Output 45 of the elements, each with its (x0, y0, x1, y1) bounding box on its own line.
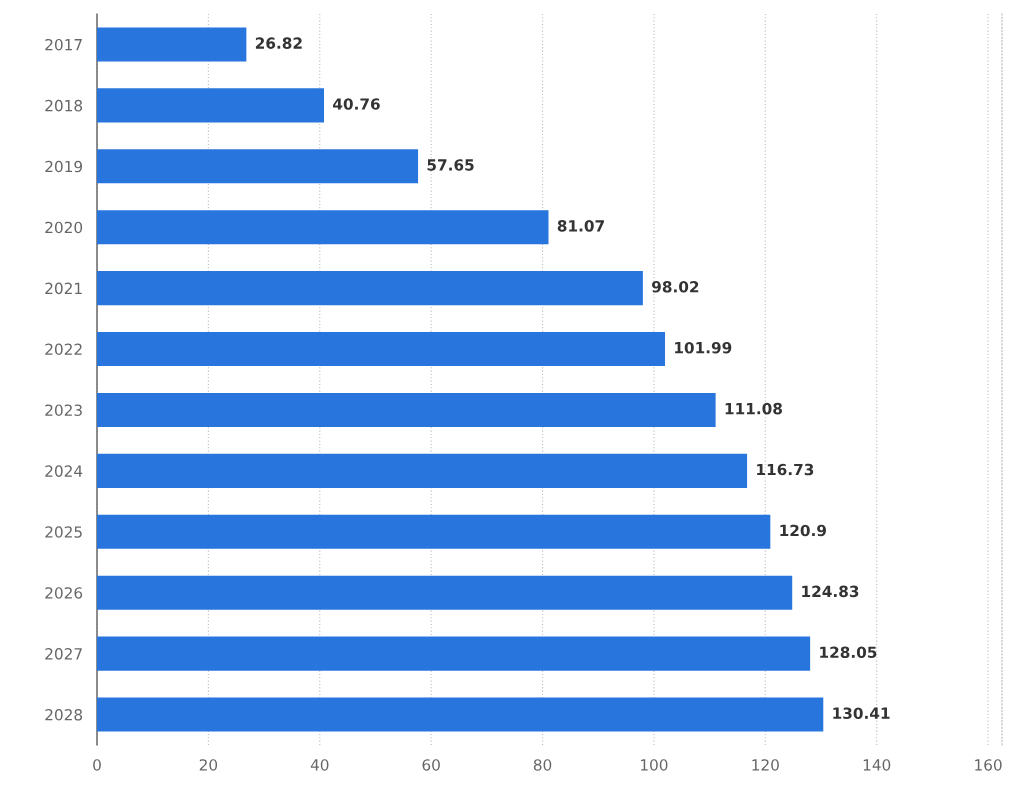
x-tick-label: 100 (641, 759, 668, 771)
bar (97, 514, 771, 549)
data-label: 57.65 (427, 159, 474, 171)
y-tick-label: 2026 (45, 587, 83, 599)
x-tick-label: 0 (93, 759, 101, 771)
y-tick-label: 2021 (45, 282, 82, 295)
data-label: 128.05 (820, 646, 877, 659)
bar (97, 697, 824, 732)
data-label: 120.9 (780, 524, 826, 537)
data-label: 101.99 (675, 341, 732, 354)
y-tick-label: 2025 (45, 526, 82, 538)
bar (97, 453, 748, 488)
x-tick-label: 80 (533, 759, 552, 771)
y-tick-label: 2024 (45, 465, 83, 477)
x-tick-label: 40 (310, 759, 329, 771)
y-tick-label: 2028 (45, 709, 83, 721)
y-tick-label: 2027 (45, 648, 82, 660)
bar (97, 392, 716, 428)
x-tick-label: 60 (422, 759, 440, 771)
y-tick-label: 2020 (45, 221, 83, 234)
data-label: 98.02 (652, 281, 699, 293)
bar (97, 149, 419, 184)
data-label: 81.07 (557, 220, 604, 232)
y-tick-label: 2018 (45, 99, 83, 112)
x-tick-label: 160 (975, 759, 1002, 771)
bar (97, 271, 643, 306)
data-label: 116.73 (757, 463, 814, 476)
bar (97, 636, 811, 671)
x-tick-label: 20 (199, 759, 218, 771)
bar (97, 575, 793, 610)
data-label: 40.76 (333, 98, 380, 110)
bar (97, 331, 666, 367)
y-tick-label: 2019 (45, 160, 83, 173)
data-label: 111.08 (725, 402, 782, 415)
data-label: 130.41 (833, 707, 890, 719)
data-label: 124.83 (802, 585, 859, 598)
x-tick-label: 140 (863, 759, 891, 771)
bar (97, 27, 247, 62)
x-tick-label: 120 (752, 759, 779, 771)
y-tick-label: 2022 (45, 343, 82, 356)
y-tick-label: 2017 (45, 38, 82, 51)
data-label: 26.82 (255, 37, 302, 49)
bar (97, 88, 324, 123)
y-tick-label: 2023 (45, 404, 82, 416)
bar (97, 210, 549, 245)
